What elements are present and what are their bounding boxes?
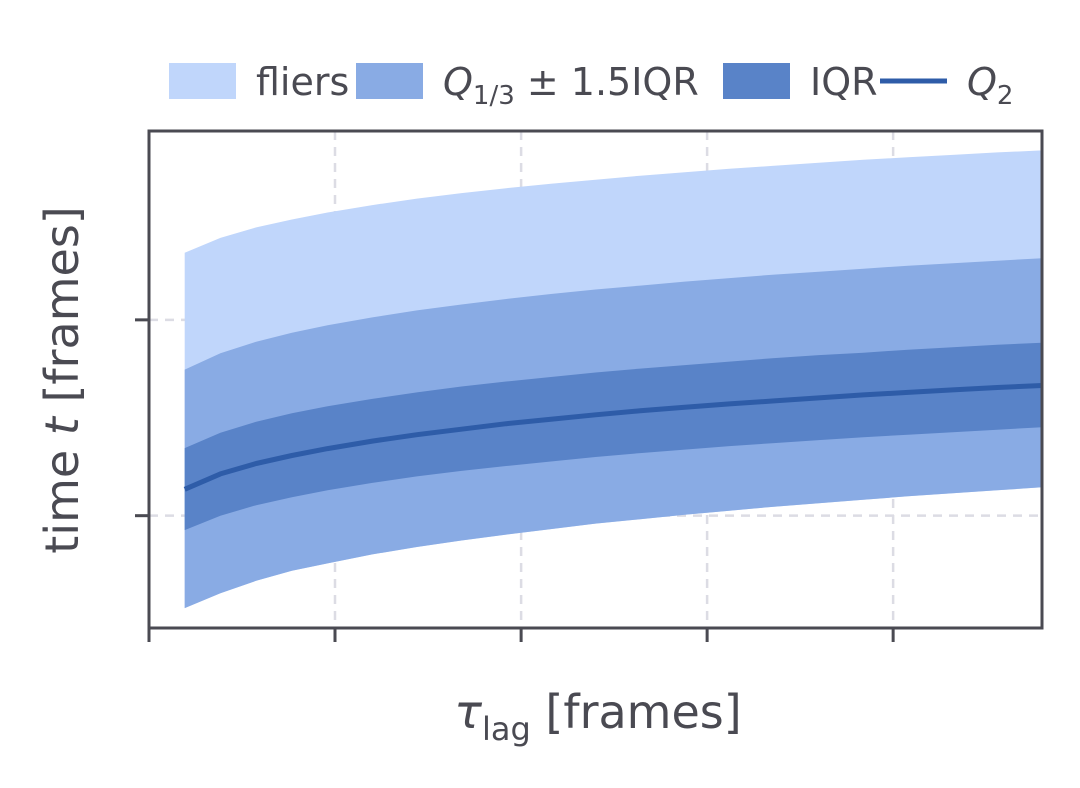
legend-whisker-sub: 1/3 bbox=[473, 81, 515, 111]
y-axis-label: time t [frames] bbox=[35, 206, 89, 554]
area-bands bbox=[184, 150, 1042, 609]
median-layer bbox=[183, 383, 1042, 492]
legend-swatch-iqr bbox=[723, 63, 790, 99]
legend-whisker-rest: ± 1.5IQR bbox=[515, 60, 699, 104]
x-label-sub: lag bbox=[482, 710, 531, 748]
legend-label-whisker: Q1/3 ± 1.5IQR bbox=[443, 60, 699, 111]
legend-whisker-main: Q bbox=[443, 60, 473, 104]
legend-median-main: Q bbox=[967, 60, 997, 104]
legend-swatch-whisker bbox=[356, 63, 423, 99]
legend-median-sub: 2 bbox=[997, 81, 1014, 111]
median-line bbox=[183, 383, 1042, 492]
legend-label-iqr: IQR bbox=[810, 60, 878, 104]
x-axis-label: τlag [frames] bbox=[454, 685, 741, 748]
legend-label-fliers: fliers bbox=[256, 60, 349, 104]
legend-label-median: Q2 bbox=[967, 60, 1013, 111]
x-label-rest: [frames] bbox=[531, 685, 742, 739]
y-label-var: t bbox=[35, 415, 89, 435]
plot-frame bbox=[147, 129, 1044, 630]
y-label-post: [frames] bbox=[35, 206, 89, 417]
axis-ticks bbox=[135, 318, 895, 642]
legend: fliers Q1/3 ± 1.5IQR IQR Q2 bbox=[169, 60, 1013, 111]
x-label-main: τ bbox=[454, 685, 482, 739]
legend-swatch-fliers bbox=[169, 63, 236, 99]
band-iqr bbox=[184, 342, 1042, 531]
y-label-pre: time bbox=[35, 435, 89, 554]
